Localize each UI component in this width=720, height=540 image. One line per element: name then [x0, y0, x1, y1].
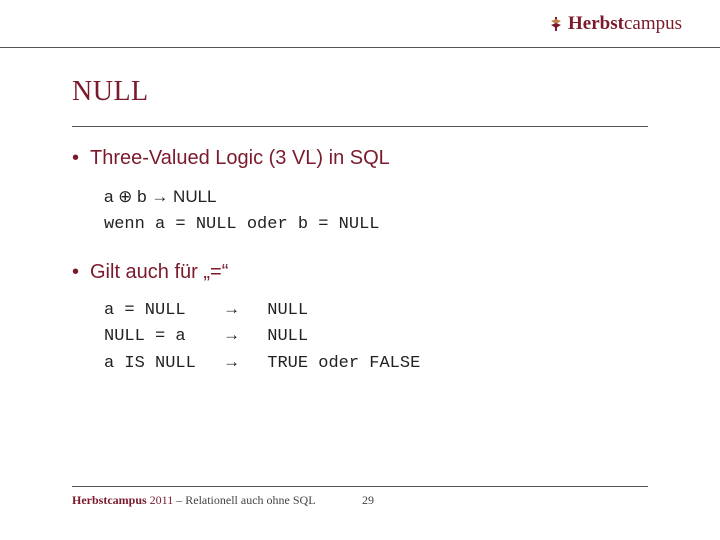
- slide-footer: Herbstcampus 2011 – Relationell auch ohn…: [72, 486, 648, 508]
- herbst-leaf-icon: [548, 15, 564, 33]
- bullet-mark-icon: •: [72, 261, 90, 284]
- code-line-2: wenn a = NULL oder b = NULL: [104, 212, 648, 238]
- bullet-2-text: Gilt auch für „=“: [90, 261, 228, 283]
- page-number: 29: [362, 493, 374, 508]
- bullet-2: •Gilt auch für „=“: [72, 261, 648, 284]
- eq-row-3: a IS NULL → TRUE oder FALSE: [104, 351, 648, 377]
- bullet-1: •Three-Valued Logic (3 VL) in SQL: [72, 147, 648, 170]
- bullet-mark-icon: •: [72, 147, 90, 170]
- brand-part1: Herbst: [568, 13, 624, 34]
- eq-row-2: NULL = a → NULL: [104, 324, 648, 350]
- slide-title: NULL: [72, 76, 648, 108]
- brand-text: Herbstcampus: [568, 13, 682, 35]
- code-line-1: a ⊕ b → NULL: [104, 184, 648, 212]
- header: Herbstcampus: [0, 0, 720, 48]
- eq-row-1: a = NULL → NULL: [104, 298, 648, 324]
- brand-part2: campus: [624, 13, 682, 34]
- equations-block: a = NULL → NULL NULL = a → NULL a IS NUL…: [104, 298, 648, 377]
- footer-subtitle: – Relationell auch ohne SQL: [173, 493, 315, 507]
- brand-logo: Herbstcampus: [548, 13, 682, 35]
- code-block-1: a ⊕ b → NULL wenn a = NULL oder b = NULL: [104, 184, 648, 237]
- slide-content: NULL •Three-Valued Logic (3 VL) in SQL a…: [0, 48, 720, 377]
- footer-brand: Herbstcampus: [72, 493, 147, 507]
- bullet-1-text: Three-Valued Logic (3 VL) in SQL: [90, 147, 390, 169]
- footer-year: 2011: [147, 493, 174, 507]
- title-divider: [72, 126, 648, 127]
